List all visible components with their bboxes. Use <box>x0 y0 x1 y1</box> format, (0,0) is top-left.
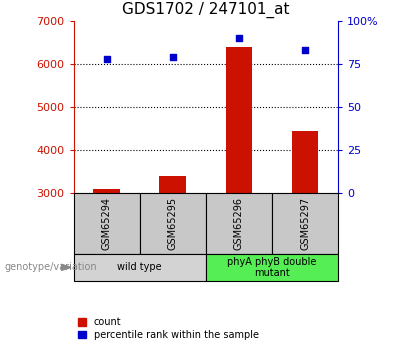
Bar <box>74 254 206 281</box>
Bar <box>93 189 120 193</box>
Text: wild type: wild type <box>117 263 162 272</box>
Bar <box>139 193 206 254</box>
Point <box>103 56 110 61</box>
Text: GSM65294: GSM65294 <box>102 197 112 250</box>
Point <box>236 35 242 41</box>
Text: genotype/variation: genotype/variation <box>4 263 97 272</box>
Point <box>169 54 176 60</box>
Bar <box>160 176 186 193</box>
Bar <box>292 131 318 193</box>
Bar <box>206 254 338 281</box>
Text: GSM65295: GSM65295 <box>168 197 178 250</box>
Bar <box>206 193 272 254</box>
Bar <box>74 193 139 254</box>
Bar <box>272 193 338 254</box>
Bar <box>226 47 252 193</box>
Title: GDS1702 / 247101_at: GDS1702 / 247101_at <box>122 2 289 18</box>
Point <box>302 47 308 53</box>
Text: GSM65296: GSM65296 <box>234 197 244 250</box>
Text: phyA phyB double
mutant: phyA phyB double mutant <box>227 257 317 278</box>
Polygon shape <box>61 264 71 270</box>
Text: GSM65297: GSM65297 <box>300 197 310 250</box>
Legend: count, percentile rank within the sample: count, percentile rank within the sample <box>79 317 259 340</box>
